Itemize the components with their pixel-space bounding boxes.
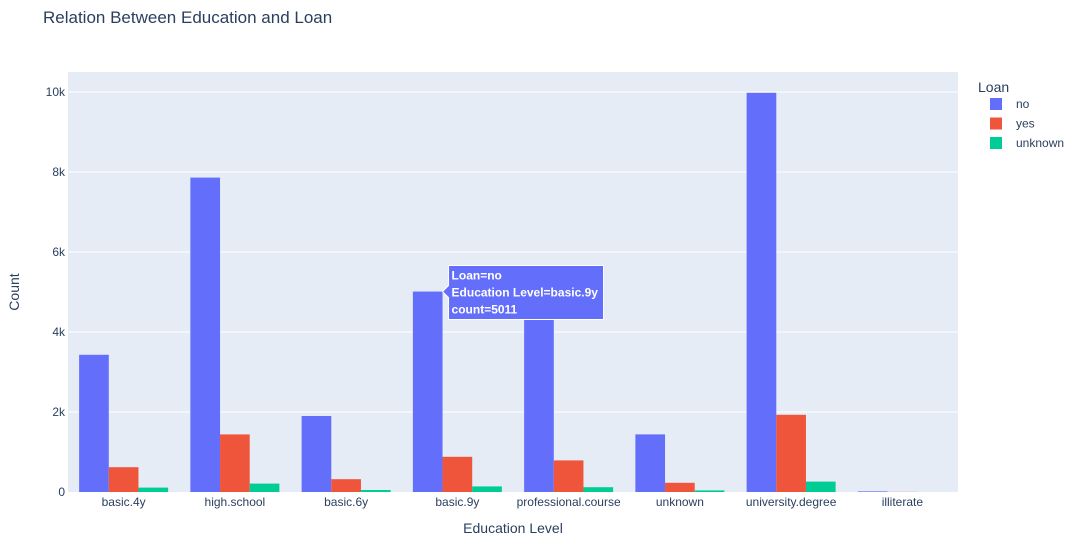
hover-tooltip: Loan=no Education Level=basic.9y count=501… [443,266,604,320]
bar-yes-university.degree[interactable] [776,415,806,492]
legend-swatch-unknown[interactable] [990,137,1002,149]
bar-unknown-high.school[interactable] [250,484,280,492]
x-tick-label: university.degree [746,495,837,509]
bar-no-high.school[interactable] [190,178,220,492]
bar-yes-basic.4y[interactable] [109,467,139,492]
bar-yes-basic.9y[interactable] [443,457,473,492]
bar-unknown-basic.4y[interactable] [138,488,168,492]
y-axis-title: Count [6,273,22,310]
x-tick-label: illiterate [882,495,924,509]
y-axis-ticks: 0 2k 4k 6k 8k 10k [46,85,66,499]
bar-no-university.degree[interactable] [747,93,777,492]
bar-unknown-unknown[interactable] [695,490,725,492]
y-tick-label: 6k [52,245,66,259]
legend-label-yes[interactable]: yes [1016,117,1035,131]
y-tick-label: 8k [52,165,66,179]
bar-no-basic.4y[interactable] [79,355,109,492]
bar-unknown-basic.6y[interactable] [361,490,391,492]
hover-line: count=5011 [452,303,518,317]
bar-no-unknown[interactable] [635,434,665,492]
bar-yes-high.school[interactable] [220,434,250,492]
chart-title: Relation Between Education and Loan [43,8,332,27]
legend-label-no[interactable]: no [1016,97,1030,111]
bar-unknown-basic.9y[interactable] [472,486,502,492]
bar-unknown-professional.course[interactable] [583,487,613,492]
x-tick-label: basic.9y [435,495,479,509]
bar-no-professional.course[interactable] [524,319,554,492]
legend: Loan no yes unknown [978,79,1064,150]
legend-swatch-yes[interactable] [990,118,1002,130]
legend-label-unknown[interactable]: unknown [1016,136,1064,150]
y-tick-label: 4k [52,325,66,339]
legend-swatch-no[interactable] [990,98,1002,110]
bar-yes-professional.course[interactable] [554,460,584,492]
y-tick-label: 2k [52,405,66,419]
x-axis-ticks: basic.4y high.school basic.6y basic.9y profe… [102,495,924,509]
y-tick-label: 0 [58,485,65,499]
bar-unknown-university.degree[interactable] [806,482,836,492]
x-tick-label: unknown [656,495,704,509]
bar-no-basic.6y[interactable] [302,416,332,492]
hover-line: Education Level=basic.9y [452,286,599,300]
bar-no-basic.9y[interactable] [413,292,443,492]
bar-yes-basic.6y[interactable] [331,479,361,492]
bar-yes-unknown[interactable] [665,483,695,492]
legend-title: Loan [978,79,1009,95]
y-tick-label: 10k [46,85,66,99]
x-tick-label: basic.6y [324,495,368,509]
x-axis-title: Education Level [463,520,563,536]
hover-line: Loan=no [452,269,502,283]
bar-no-illiterate[interactable] [858,491,888,492]
x-tick-label: professional.course [517,495,621,509]
x-tick-label: high.school [205,495,266,509]
x-tick-label: basic.4y [102,495,146,509]
